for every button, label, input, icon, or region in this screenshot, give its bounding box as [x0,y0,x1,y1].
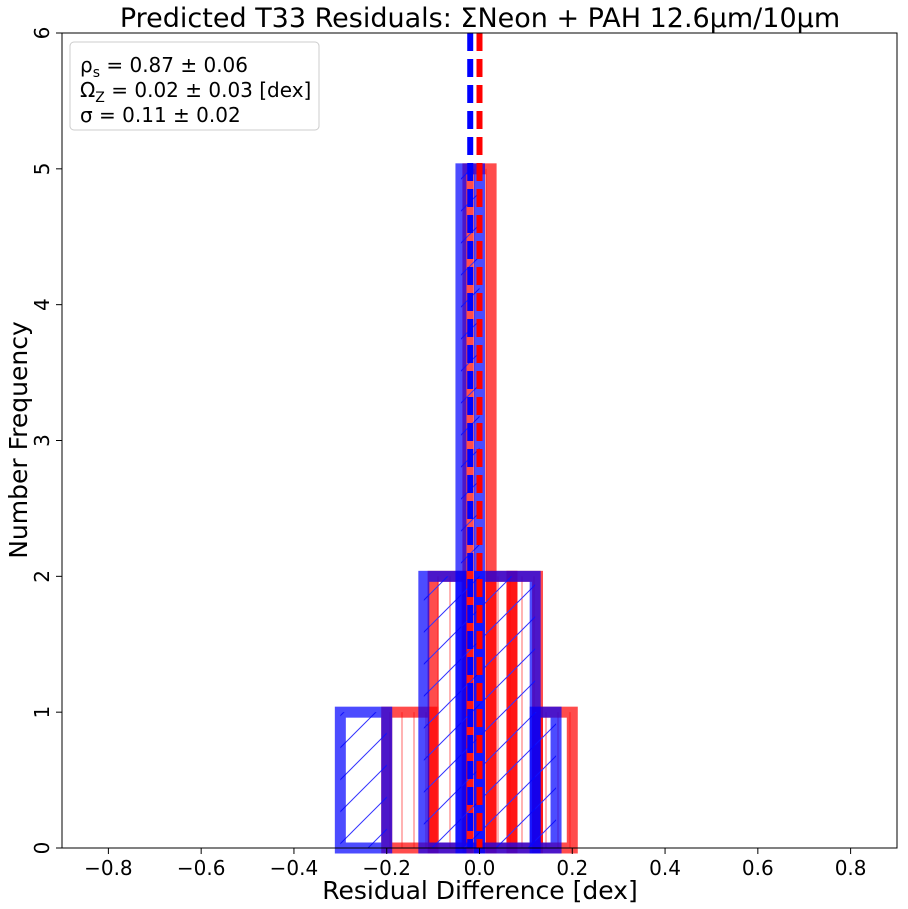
x-tick-label: 0.0 [464,856,496,880]
y-tick-label: 6 [30,27,54,40]
plot-frame [61,32,898,849]
plot-area [334,33,578,854]
y-tick-label: 2 [30,570,54,583]
histogram-bar [418,570,467,854]
y-tick-label: 1 [30,706,54,719]
legend-entry-offset: ΩZ = 0.02 ± 0.03 [dex] [80,78,311,106]
x-tick-label: 0.8 [835,856,867,880]
legend-box [69,41,320,131]
y-tick-label: 3 [30,434,54,447]
x-tick-label: −0.8 [84,856,133,880]
axis-ticks: −0.8 −0.6 −0.4 −0.2 0.0 0.2 0.4 0.6 0.8 0 1 2 3 4 5 6 [30,27,867,880]
x-tick-label: −0.2 [362,856,411,880]
x-axis-label: Residual Difference [dex] [322,876,637,905]
y-tick-label: 4 [30,298,54,311]
chart-title: Predicted T33 Residuals: ΣNeon + PAH 12.… [120,3,840,34]
histogram-bar [474,570,541,854]
legend-entry-scatter: σ = 0.11 ± 0.02 [80,103,241,127]
y-axis-label: Number Frequency [4,321,33,559]
y-tick-label: 0 [30,842,54,855]
x-tick-label: 0.6 [742,856,774,880]
y-tick-label: 5 [30,162,54,175]
legend: ρs = 0.87 ± 0.06 ΩZ = 0.02 ± 0.03 [dex] … [69,41,320,131]
histogram-bar [529,706,562,854]
legend-entry-spearman: ρs = 0.87 ± 0.06 [80,53,248,81]
x-tick-label: −0.6 [177,856,226,880]
histogram-bar [334,706,393,854]
x-tick-label: −0.4 [270,856,319,880]
x-tick-label: 0.2 [556,856,588,880]
x-tick-label: 0.4 [649,856,681,880]
